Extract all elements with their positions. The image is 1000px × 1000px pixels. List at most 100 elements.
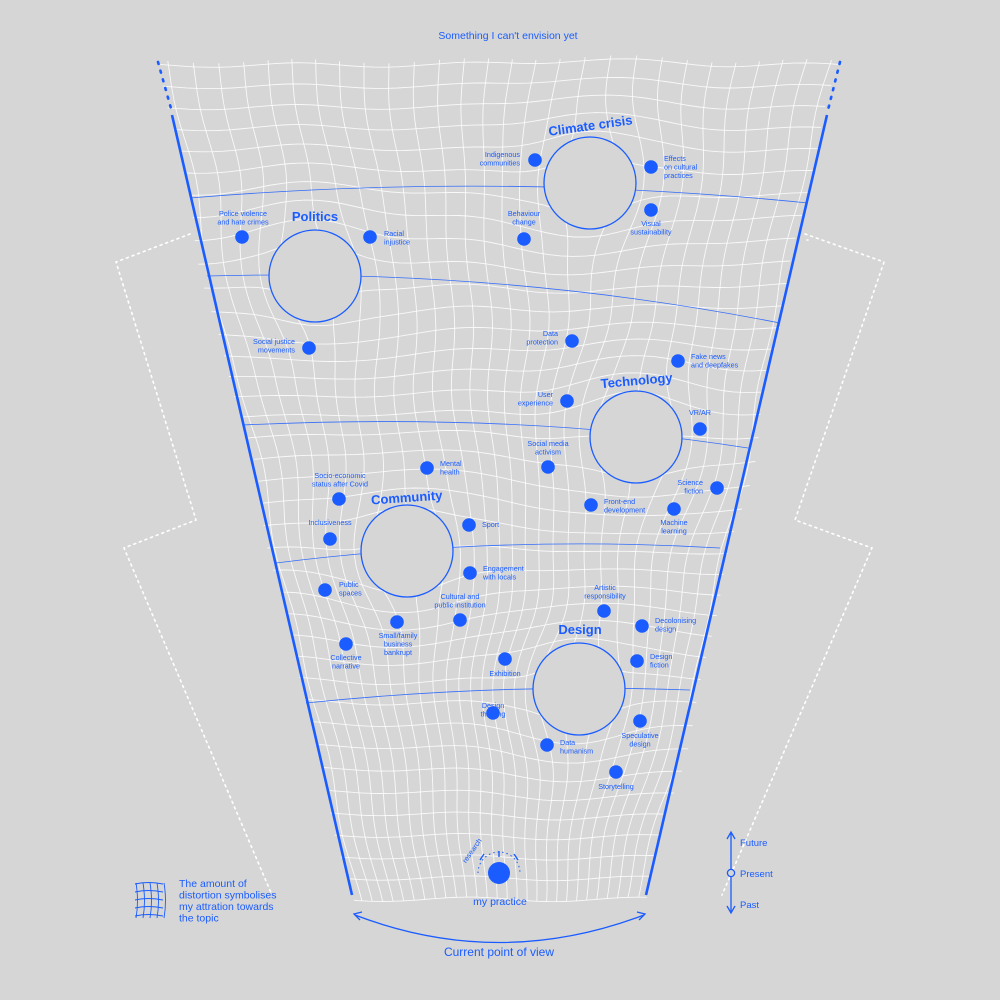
- topic-dot[interactable]: [597, 604, 611, 618]
- topic-label-line: Racial: [384, 229, 404, 238]
- topic-dot[interactable]: [462, 518, 476, 532]
- topic-mental-health[interactable]: Mental health: [420, 459, 462, 476]
- topic-dots: Indigenous communities Effects on cultural p…: [217, 150, 738, 791]
- topic-socio-economic-status[interactable]: Socio-economic status after Covid: [312, 471, 368, 506]
- hub-circle[interactable]: [543, 136, 637, 230]
- topic-label-line: humanism: [560, 746, 593, 755]
- topic-dot[interactable]: [528, 153, 542, 167]
- topic-label-line: development: [604, 505, 645, 514]
- topic-dot[interactable]: [635, 619, 649, 633]
- arrow-left-icon: [352, 911, 363, 921]
- topic-vr-ar[interactable]: VR/AR: [689, 408, 711, 436]
- topic-storytelling[interactable]: Storytelling: [598, 765, 634, 791]
- topic-exhibition[interactable]: Exhibition: [489, 652, 521, 678]
- topic-speculative-design[interactable]: Speculative design: [621, 714, 659, 748]
- topic-label-line: business: [384, 639, 413, 648]
- topic-user-experience[interactable]: User experience: [518, 390, 574, 408]
- topic-dot[interactable]: [363, 230, 377, 244]
- topic-label: Mental health: [440, 459, 462, 476]
- topic-dot[interactable]: [609, 765, 623, 779]
- topic-dot[interactable]: [540, 738, 554, 752]
- topic-dot[interactable]: [644, 203, 658, 217]
- topic-dot[interactable]: [693, 422, 707, 436]
- topic-dot[interactable]: [584, 498, 598, 512]
- topic-behaviour-change[interactable]: Behaviour change: [508, 209, 541, 246]
- hub-climate-crisis[interactable]: Climate crisis: [543, 112, 637, 230]
- topic-dot[interactable]: [633, 714, 647, 728]
- band-curve: [305, 687, 691, 704]
- timeline-present-marker: [726, 868, 736, 878]
- topic-inclusiveness[interactable]: Inclusiveness: [308, 518, 352, 546]
- topic-dot[interactable]: [560, 394, 574, 408]
- topic-label: Collective narrative: [330, 653, 361, 670]
- topic-science-fiction[interactable]: Science fiction: [677, 478, 724, 495]
- topic-public-spaces[interactable]: Public spaces: [318, 580, 362, 597]
- topic-front-end-development[interactable]: Front-end development: [584, 497, 645, 514]
- topic-label-line: narrative: [332, 661, 360, 670]
- topic-dot[interactable]: [710, 481, 724, 495]
- topic-label-line: learning: [661, 526, 687, 535]
- topic-label-line: practices: [664, 171, 693, 180]
- topic-dot[interactable]: [323, 532, 337, 546]
- topic-dot[interactable]: [453, 613, 467, 627]
- my-practice-marker[interactable]: research: [460, 837, 521, 884]
- topic-racial-injustice[interactable]: Racial injustice: [363, 229, 410, 246]
- topic-dot[interactable]: [332, 492, 346, 506]
- topic-dot[interactable]: [463, 566, 477, 580]
- hub-politics[interactable]: Politics: [268, 209, 362, 323]
- topic-artistic-responsibility[interactable]: Artistic responsibility: [584, 583, 626, 618]
- topic-dot[interactable]: [420, 461, 434, 475]
- topic-collective-narrative[interactable]: Collective narrative: [330, 637, 362, 670]
- hub-circle[interactable]: [589, 390, 683, 484]
- topic-police-violence[interactable]: Police violence and hate crimes: [217, 209, 269, 244]
- topic-cultural-and-public-institution[interactable]: Cultural and public institution: [434, 592, 486, 627]
- topic-dot[interactable]: [671, 354, 685, 368]
- practice-label: my practice: [473, 896, 527, 908]
- hub-title: Design: [558, 622, 601, 637]
- topic-dot[interactable]: [302, 341, 316, 355]
- topic-label: Data humanism: [560, 738, 593, 755]
- band-curve: [275, 543, 721, 564]
- topic-dot[interactable]: [486, 706, 500, 720]
- topic-label: Data protection: [526, 329, 558, 346]
- topic-small-family-business[interactable]: Small/family business bankrupt: [379, 615, 418, 657]
- practice-ticks: [479, 851, 519, 861]
- topic-dot[interactable]: [644, 160, 658, 174]
- topic-data-protection[interactable]: Data protection: [526, 329, 579, 348]
- topic-dot[interactable]: [517, 232, 531, 246]
- topic-label-line: Engagement: [483, 564, 524, 573]
- topic-label-line: and deepfakes: [691, 360, 739, 369]
- hub-circle[interactable]: [532, 642, 626, 736]
- topic-dot[interactable]: [318, 583, 332, 597]
- topic-fake-news[interactable]: Fake news and deepfakes: [671, 352, 739, 369]
- topic-dot[interactable]: [565, 334, 579, 348]
- topic-social-justice-movements[interactable]: Social justice movements: [253, 337, 316, 355]
- topic-label-line: Behaviour: [508, 209, 541, 218]
- topic-social-media-activism[interactable]: Social media activism: [527, 439, 569, 474]
- topic-data-humanism[interactable]: Data humanism: [540, 738, 593, 755]
- topic-indigenous-communities[interactable]: Indigenous communities: [480, 150, 542, 167]
- topic-engagement-with-locals[interactable]: Engagement with locals: [463, 564, 524, 581]
- topic-dot[interactable]: [630, 654, 644, 668]
- topic-label-line: spaces: [339, 588, 362, 597]
- hub-circle[interactable]: [268, 229, 362, 323]
- topic-machine-learning[interactable]: Machine learning: [660, 502, 688, 535]
- hub-circle[interactable]: [360, 504, 454, 598]
- topic-label-line: activism: [535, 447, 561, 456]
- topic-design-thinking[interactable]: Design thinking: [481, 701, 506, 720]
- topic-effects-on-cultural-practices[interactable]: Effects on cultural practices: [644, 154, 698, 180]
- topic-dot[interactable]: [541, 460, 555, 474]
- topic-dot[interactable]: [235, 230, 249, 244]
- topic-dot[interactable]: [667, 502, 681, 516]
- topic-visual-sustainability[interactable]: Visual sustainability: [630, 203, 672, 236]
- topic-design-fiction[interactable]: Design fiction: [630, 652, 672, 669]
- practice-dot[interactable]: [488, 862, 510, 884]
- hub-community[interactable]: Community: [360, 487, 454, 598]
- topic-decolonising-design[interactable]: Decolonising design: [635, 616, 696, 633]
- topic-dot[interactable]: [390, 615, 404, 629]
- hub-design[interactable]: Design: [532, 622, 626, 736]
- topic-sport[interactable]: Sport: [462, 518, 499, 532]
- topic-dot[interactable]: [339, 637, 353, 651]
- hub-technology[interactable]: Technology: [589, 370, 683, 484]
- topic-dot[interactable]: [498, 652, 512, 666]
